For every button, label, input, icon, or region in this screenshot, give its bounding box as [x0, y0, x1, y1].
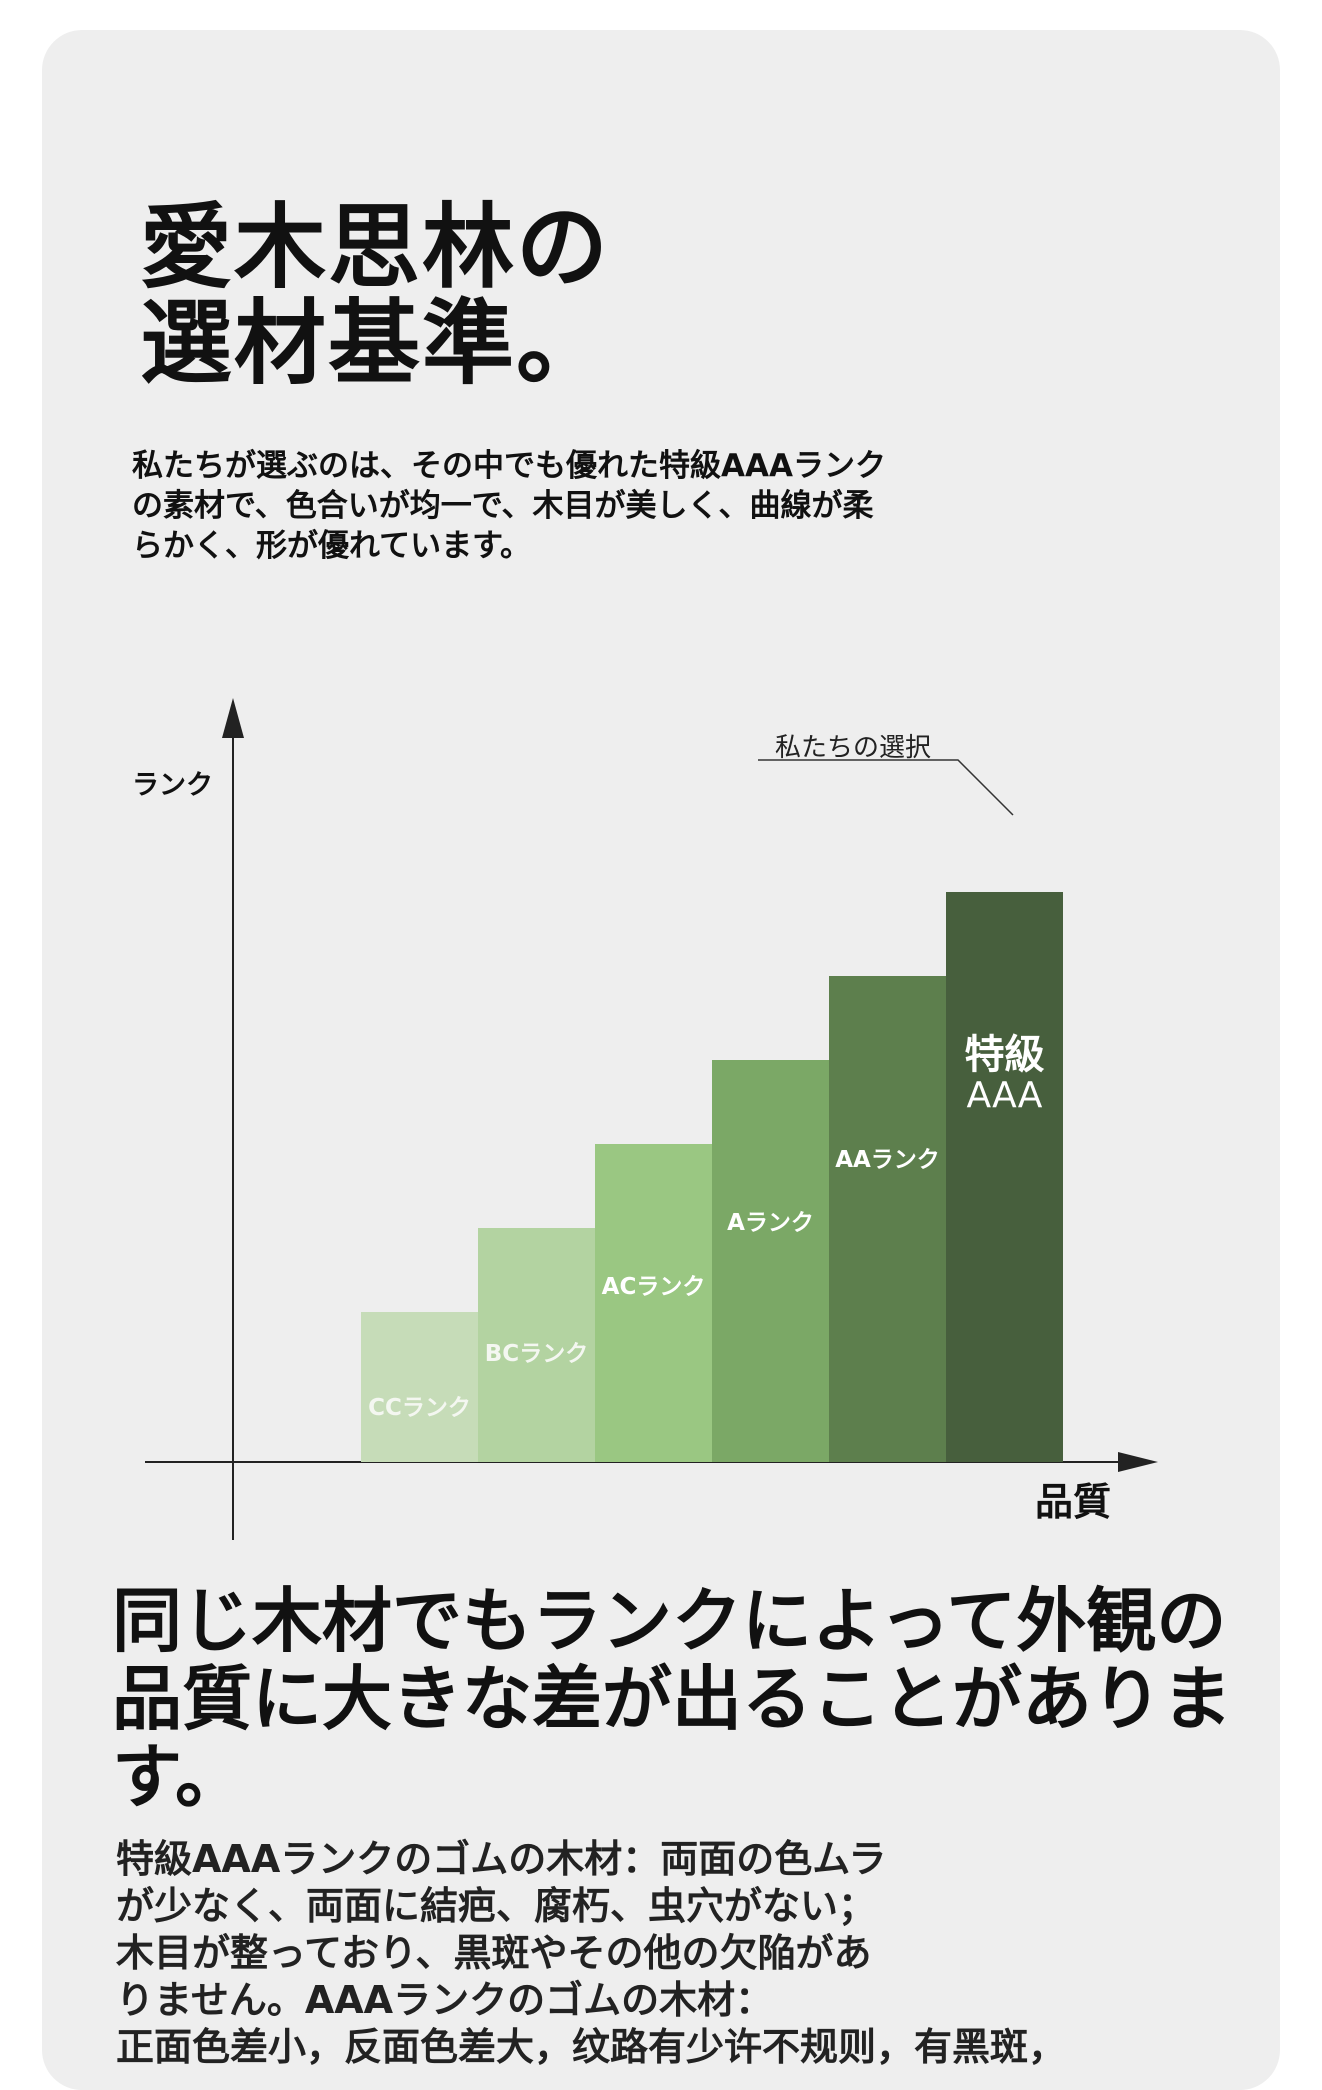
bar-label: CCランク [368, 1395, 471, 1421]
intro-line: 私たちが選ぶのは、その中でも優れた特級AAAランク [132, 448, 886, 484]
bar-label: Aランク [727, 1210, 814, 1236]
bar-label: 特級 [965, 1032, 1045, 1078]
page-title-line: 愛木思林の [140, 194, 611, 301]
bar [478, 1228, 595, 1462]
section-heading-line: す。 [112, 1736, 245, 1818]
bar [712, 1060, 829, 1462]
description-line: りません。AAAランクのゴムの木材： [116, 1978, 774, 2022]
section-heading-line: 同じ木材でもランクによって外観の [112, 1580, 1227, 1662]
annotation-label: 私たちの選択 [775, 733, 931, 763]
page-title: 愛木思林の 選材基準。 [140, 200, 610, 392]
section-heading-line: 品質に大きな差が出ることがありま [112, 1658, 1232, 1740]
bar [595, 1144, 712, 1462]
bar-label: AAランク [835, 1147, 940, 1173]
bar [946, 892, 1063, 1462]
x-axis-label: 品質 [1035, 1480, 1111, 1524]
x-axis-arrow [1118, 1452, 1158, 1472]
description-line: 特級AAAランクのゴムの木材：両面の色ムラ [116, 1837, 887, 1881]
description-line: が少なく、両面に結疤、腐朽、虫穴がない； [116, 1884, 877, 1928]
intro-line: の素材で、色合いが均一で、木目が美しく、曲線が柔 [132, 488, 874, 524]
description-line: 木目が整っており、黒斑やその他の欠陥があ [116, 1931, 872, 1975]
section-heading: 同じ木材でもランクによって外観の 品質に大きな差が出ることがありま す。 [112, 1582, 1262, 1816]
intro-text: 私たちが選ぶのは、その中でも優れた特級AAAランク の素材で、色合いが均一で、木… [132, 446, 982, 566]
intro-line: らかく、形が優れています。 [132, 528, 531, 564]
bar [361, 1312, 478, 1462]
bar-label: BCランク [485, 1341, 588, 1367]
annotation-leader [758, 759, 1014, 816]
description-text: 特級AAAランクのゴムの木材：両面の色ムラ が少なく、両面に結疤、腐朽、虫穴がな… [116, 1836, 1066, 2071]
bar-label: AAA [967, 1075, 1043, 1116]
y-axis-arrow [222, 698, 244, 738]
bar-label: ACランク [602, 1274, 706, 1300]
bar [829, 976, 946, 1462]
content-card [42, 30, 1280, 2090]
page-title-line: 選材基準。 [140, 290, 611, 397]
y-axis-label: ランク [132, 770, 213, 801]
